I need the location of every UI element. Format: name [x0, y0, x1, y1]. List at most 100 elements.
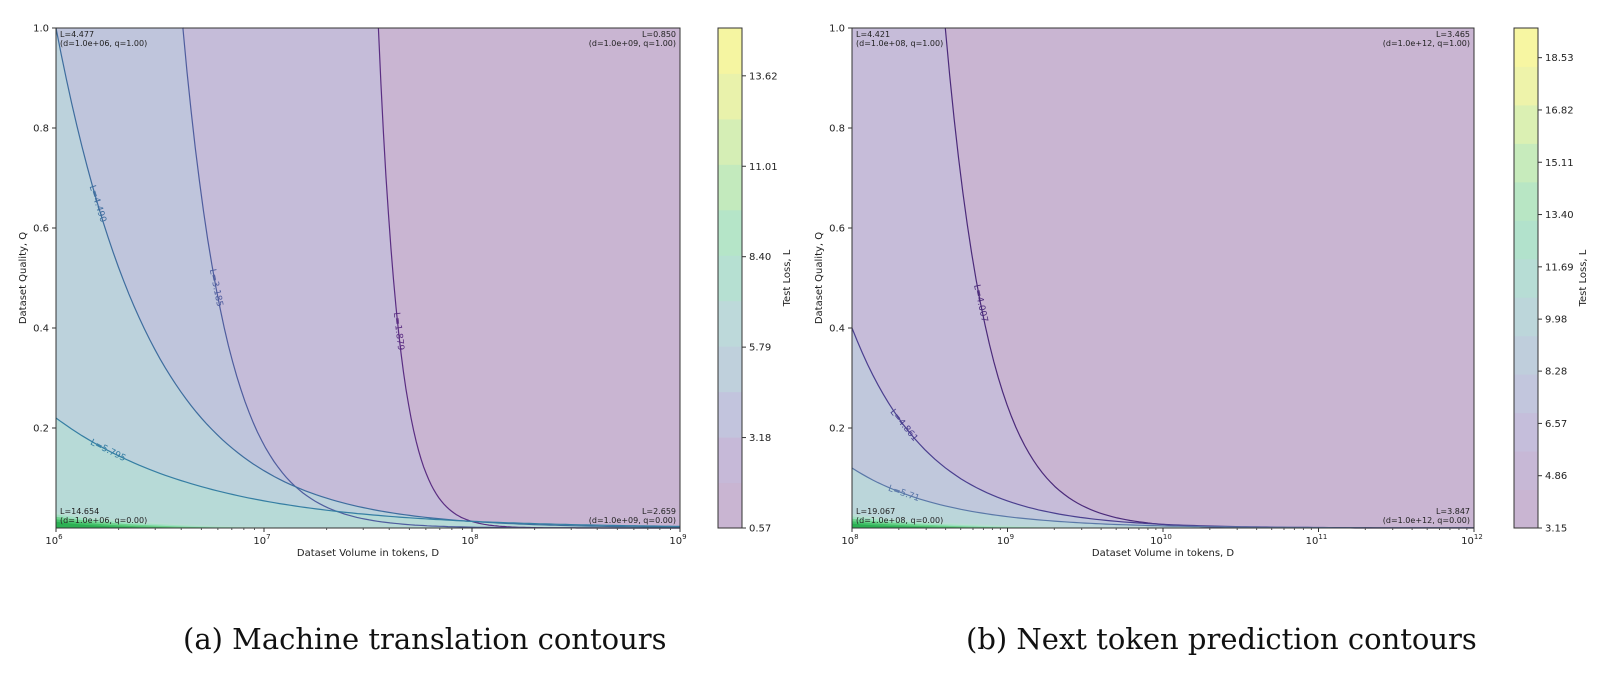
colorbar-segment [1514, 335, 1538, 375]
x-tick-exp: 12 [1474, 533, 1483, 541]
colorbar-tick-label: 8.40 [749, 252, 771, 263]
colorbar-tick-label: 3.18 [749, 433, 771, 444]
colorbar-segment [718, 346, 742, 393]
contour-region [56, 28, 680, 528]
contour-band [852, 523, 958, 528]
x-tick-exp: 8 [854, 533, 858, 541]
colorbar-segment [1514, 258, 1538, 298]
plot-frame [55, 27, 681, 529]
contour-label: L=1.879 [391, 312, 406, 352]
colorbar-segment [718, 482, 742, 529]
corner-annotation-top-left-params: (d=1.0e+08, q=1.00) [856, 39, 943, 48]
colorbar-segment [1514, 104, 1538, 144]
x-tick-label: 1010 [1150, 533, 1172, 547]
colorbar-tick-label: 11.01 [749, 162, 778, 173]
contour-line [55, 417, 681, 527]
corner-annotation-bottom-right-params: (d=1.0e+12, q=0.00) [1383, 516, 1470, 525]
colorbar-tick-label: 11.69 [1545, 262, 1574, 273]
x-tick-label: 107 [253, 533, 270, 547]
colorbar-segment [718, 73, 742, 120]
colorbar-segment [718, 118, 742, 165]
colorbar-segment [718, 437, 742, 484]
colorbar-tick-label: 18.53 [1545, 53, 1574, 64]
corner-annotation-bottom-left: L=19.067 [856, 507, 895, 516]
colorbar-label: Test Loss, L [782, 249, 793, 307]
y-axis-label: Dataset Quality, Q [18, 232, 29, 324]
corner-annotation-bottom-left: L=14.654 [60, 507, 99, 516]
contour-region [56, 418, 680, 528]
corner-annotation-top-right-params: (d=1.0e+12, q=1.00) [1383, 39, 1470, 48]
colorbar-tick-label: 9.98 [1545, 315, 1567, 326]
x-axis-label: Dataset Volume in tokens, D [297, 548, 440, 559]
corner-annotation-bottom-right-params: (d=1.0e+09, q=0.00) [589, 516, 676, 525]
contour-band [56, 521, 163, 528]
x-tick-label: 108 [841, 533, 858, 547]
colorbar-tick-label: 4.86 [1545, 471, 1567, 482]
colorbar-segment [1514, 297, 1538, 337]
x-tick-exp: 9 [1010, 533, 1014, 541]
colorbar-tick-label: 6.57 [1545, 419, 1567, 430]
corner-annotation-top-right: L=0.850 [642, 30, 676, 39]
y-tick-label: 0.8 [829, 124, 845, 135]
colorbar-tick-label: 5.79 [749, 343, 771, 354]
colorbar-tick-label: 15.11 [1545, 158, 1574, 169]
colorbar-tick-label: 13.40 [1545, 210, 1574, 221]
colorbar-segment [718, 391, 742, 438]
colorbar-segment [718, 300, 742, 347]
y-tick-label: 0.8 [33, 124, 49, 135]
x-tick-exp: 11 [1318, 533, 1327, 541]
colorbar-segment [1514, 181, 1538, 221]
y-tick-label: 0.4 [829, 324, 845, 335]
x-tick-label: 1011 [1306, 533, 1328, 547]
x-tick-label: 1012 [1461, 533, 1483, 547]
colorbar-segment [1514, 489, 1538, 529]
colorbar-segment [1514, 412, 1538, 452]
y-axis-label: Dataset Quality, Q [814, 232, 825, 324]
y-tick-label: 0.2 [33, 424, 49, 435]
y-tick-label: 0.2 [829, 424, 845, 435]
colorbar-segment [718, 164, 742, 211]
x-tick-exp: 8 [474, 533, 478, 541]
colorbar-segment [1514, 66, 1538, 106]
colorbar-tick-label: 8.28 [1545, 367, 1567, 378]
corner-annotation-bottom-right: L=3.847 [1436, 507, 1470, 516]
colorbar-tick-label: 3.15 [1545, 524, 1567, 535]
x-tick-exp: 10 [1163, 533, 1172, 541]
y-tick-label: 0.6 [829, 224, 845, 235]
x-axis-label: Dataset Volume in tokens, D [1092, 548, 1235, 559]
colorbar-segment [1514, 28, 1538, 67]
colorbar-tick-label: 0.57 [749, 524, 771, 535]
corner-annotation-top-right-params: (d=1.0e+09, q=1.00) [589, 39, 676, 48]
y-tick-label: 1.0 [33, 24, 49, 35]
colorbar-segment [1514, 451, 1538, 491]
x-tick-exp: 9 [682, 533, 686, 541]
x-tick-exp: 6 [58, 533, 63, 541]
corner-annotation-top-right: L=3.465 [1436, 30, 1470, 39]
colorbar-frame [1513, 27, 1539, 529]
x-tick-label: 106 [45, 533, 63, 547]
corner-annotation-bottom-left-params: (d=1.0e+06, q=0.00) [60, 516, 147, 525]
corner-annotation-top-left: L=4.477 [60, 30, 94, 39]
caption-b: (b) Next token prediction contours [966, 622, 1477, 656]
corner-annotation-top-left-params: (d=1.0e+06, q=1.00) [60, 39, 147, 48]
x-tick-label: 109 [997, 533, 1014, 547]
x-tick-label: 109 [669, 533, 686, 547]
contour-line [55, 27, 680, 528]
x-tick-exp: 7 [266, 533, 270, 541]
colorbar-segment [1514, 220, 1538, 260]
y-tick-label: 0.6 [33, 224, 49, 235]
colorbar-segment [718, 28, 742, 74]
colorbar-tick-label: 16.82 [1545, 105, 1574, 116]
corner-annotation-bottom-right: L=2.659 [642, 507, 676, 516]
colorbar-tick-label: 13.62 [749, 71, 778, 82]
colorbar-segment [718, 209, 742, 256]
colorbar-segment [1514, 143, 1538, 183]
y-tick-label: 1.0 [829, 24, 845, 35]
corner-annotation-bottom-left-params: (d=1.0e+08, q=0.00) [856, 516, 943, 525]
y-tick-label: 0.4 [33, 324, 49, 335]
corner-annotation-top-left: L=4.421 [856, 30, 890, 39]
x-tick-label: 108 [461, 533, 478, 547]
